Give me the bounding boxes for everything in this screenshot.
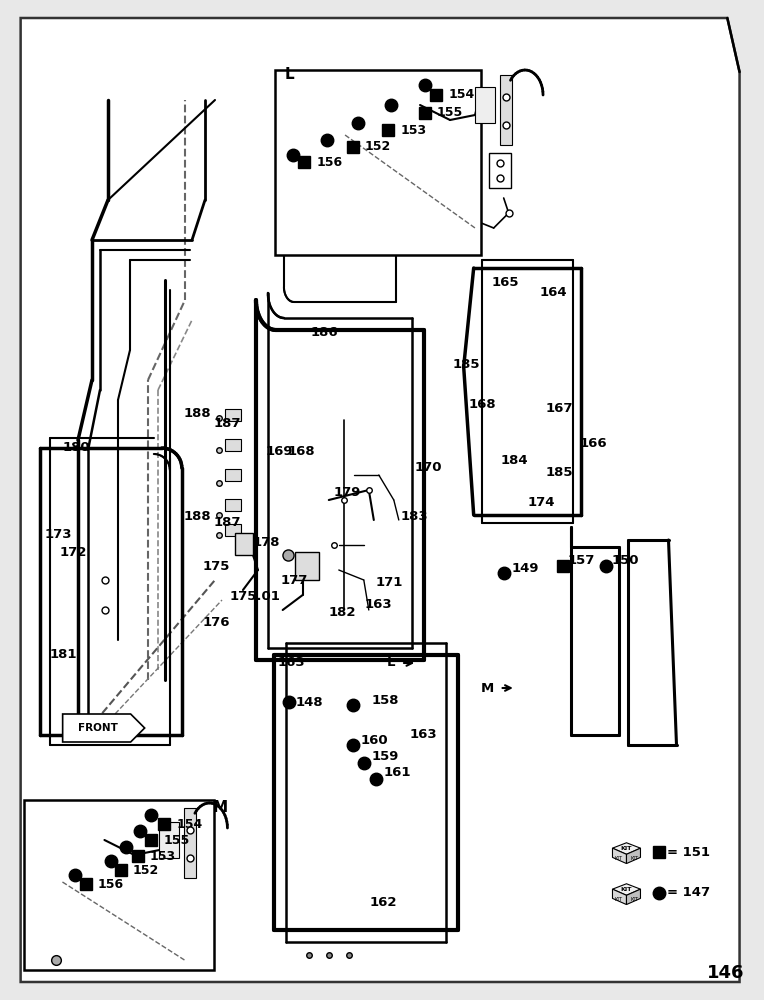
Text: 171: 171: [376, 575, 403, 588]
Text: 162: 162: [370, 897, 397, 910]
Text: 181: 181: [50, 648, 77, 662]
Text: 161: 161: [384, 766, 411, 780]
Text: 174: 174: [527, 495, 555, 508]
Text: KIT: KIT: [614, 856, 623, 861]
Text: 160: 160: [361, 734, 388, 746]
Text: 170: 170: [415, 461, 442, 474]
Text: 152: 152: [365, 140, 391, 153]
Text: 149: 149: [512, 561, 539, 574]
Text: 180: 180: [63, 441, 90, 454]
Bar: [225, 409, 241, 421]
Text: = 151: = 151: [667, 845, 710, 858]
Text: KIT: KIT: [630, 856, 639, 861]
Text: M: M: [481, 682, 494, 694]
Text: L: L: [387, 657, 395, 670]
Text: 177: 177: [280, 573, 308, 586]
Polygon shape: [613, 848, 626, 864]
Text: KIT: KIT: [621, 887, 632, 892]
Text: 185: 185: [545, 466, 573, 479]
Bar: [225, 499, 241, 511]
Text: 164: 164: [539, 286, 567, 298]
Text: 163: 163: [277, 656, 305, 669]
Text: KIT: KIT: [630, 897, 639, 902]
Text: KIT: KIT: [614, 897, 623, 902]
Polygon shape: [613, 884, 640, 895]
Bar: [235, 533, 253, 555]
Bar: [489, 153, 510, 188]
Text: KIT: KIT: [621, 846, 632, 851]
Text: 152: 152: [133, 863, 159, 876]
Text: = 147: = 147: [667, 887, 710, 900]
Text: 175: 175: [202, 560, 230, 573]
Polygon shape: [613, 843, 640, 854]
Text: 153: 153: [150, 849, 176, 862]
Text: 157: 157: [568, 554, 595, 566]
Bar: [225, 524, 241, 536]
Text: 173: 173: [44, 528, 72, 540]
Text: 179: 179: [334, 487, 361, 499]
Text: L: L: [285, 67, 295, 82]
Text: 186: 186: [310, 326, 338, 339]
Text: 163: 163: [410, 728, 437, 742]
Bar: [225, 469, 241, 481]
Text: 155: 155: [437, 106, 463, 119]
Bar: [184, 808, 196, 878]
Text: M: M: [212, 800, 228, 815]
Bar: [24, 800, 214, 970]
Text: 168: 168: [287, 445, 315, 458]
Text: 146: 146: [707, 964, 744, 982]
Text: 166: 166: [579, 437, 607, 450]
Text: FRONT: FRONT: [78, 723, 118, 733]
Text: 187: 187: [214, 417, 241, 430]
Bar: [275, 70, 481, 255]
Text: 188: 188: [183, 510, 211, 522]
Text: 155: 155: [163, 833, 189, 846]
Text: 187: 187: [214, 516, 241, 530]
Bar: [475, 87, 495, 123]
Text: 169: 169: [265, 445, 293, 458]
Text: 183: 183: [400, 510, 428, 524]
Text: 182: 182: [329, 605, 356, 618]
Bar: [160, 822, 180, 858]
Text: 188: 188: [183, 407, 211, 420]
Text: 168: 168: [468, 397, 496, 410]
Text: 172: 172: [60, 546, 87, 558]
Text: 148: 148: [296, 696, 323, 708]
Text: 165: 165: [492, 275, 520, 288]
Text: 150: 150: [611, 554, 639, 566]
Bar: [225, 439, 241, 451]
Polygon shape: [613, 889, 626, 905]
Text: 178: 178: [252, 536, 280, 550]
Text: 167: 167: [545, 402, 573, 416]
Text: 176: 176: [202, 616, 230, 630]
Text: 163: 163: [364, 597, 392, 610]
Text: 158: 158: [371, 694, 399, 706]
Polygon shape: [63, 714, 144, 742]
Polygon shape: [626, 848, 640, 864]
Text: 175.01: 175.01: [229, 590, 280, 603]
Text: 154: 154: [176, 817, 202, 830]
Text: 185: 185: [452, 358, 480, 370]
Text: 156: 156: [98, 878, 124, 891]
Text: 156: 156: [316, 155, 342, 168]
Text: 154: 154: [448, 89, 474, 102]
Text: 184: 184: [500, 454, 528, 466]
Text: 153: 153: [400, 123, 426, 136]
Text: 159: 159: [371, 750, 399, 762]
Bar: [295, 552, 319, 580]
Polygon shape: [21, 18, 740, 982]
Polygon shape: [626, 889, 640, 905]
Bar: [500, 75, 512, 145]
